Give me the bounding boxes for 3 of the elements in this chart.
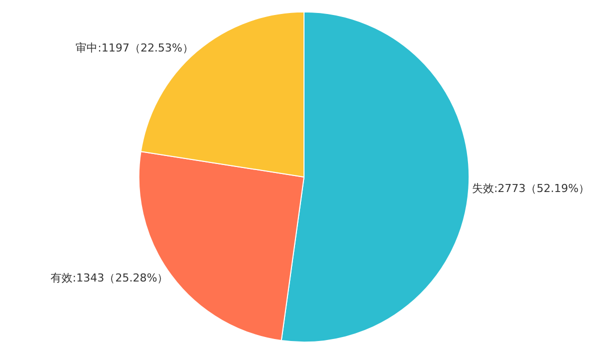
slice-label: 有效:1343（25.28%）	[50, 271, 168, 284]
slice-label: 失效:2773（52.19%）	[472, 182, 590, 195]
slice-label: 审中:1197（22.53%）	[76, 41, 194, 54]
